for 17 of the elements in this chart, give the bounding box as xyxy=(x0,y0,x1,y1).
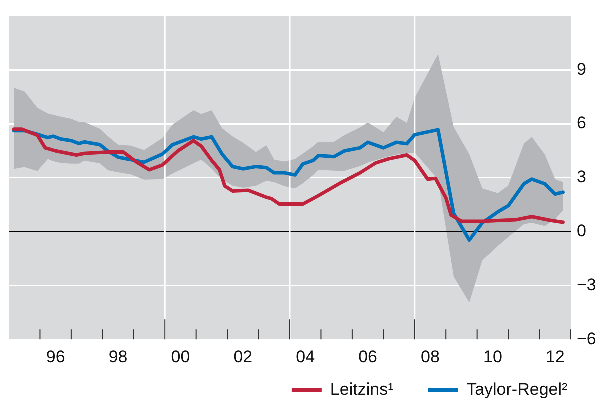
y-tick-label: −3 xyxy=(577,275,596,294)
y-tick-label: 6 xyxy=(577,114,586,133)
x-tick-label: 04 xyxy=(296,347,316,366)
legend-label: Leitzins¹ xyxy=(330,380,422,400)
x-tick-label: 08 xyxy=(421,347,440,366)
y-tick-label: 0 xyxy=(577,221,586,240)
x-tick-label: 96 xyxy=(46,347,66,366)
y-tick-label: 3 xyxy=(577,168,586,187)
x-tick-label: 10 xyxy=(483,347,502,366)
x-tick-label: 06 xyxy=(358,347,378,366)
x-tick-label: 02 xyxy=(234,347,253,366)
y-tick-label: 9 xyxy=(577,60,586,79)
x-tick-label: 12 xyxy=(546,347,565,366)
y-tick-label: −6 xyxy=(577,329,596,348)
x-tick-label: 00 xyxy=(171,347,190,366)
legend-label: Taylor-Regel² xyxy=(466,380,596,400)
x-tick-label: 98 xyxy=(108,347,128,366)
